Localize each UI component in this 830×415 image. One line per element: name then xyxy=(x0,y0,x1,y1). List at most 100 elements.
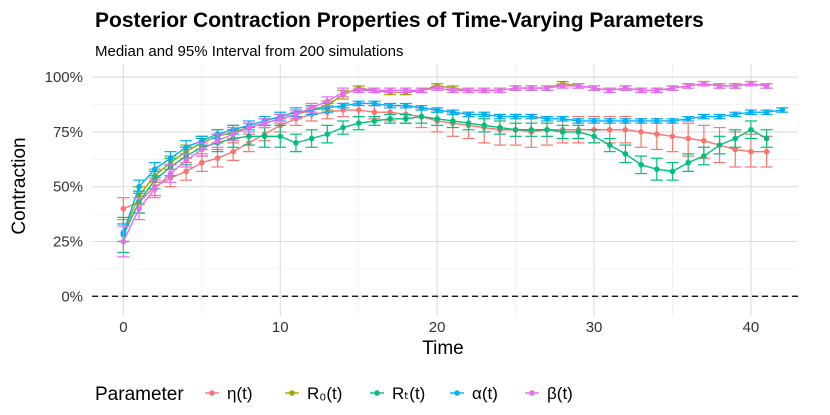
y-axis-title: Contraction xyxy=(9,137,30,234)
data-point xyxy=(701,153,707,159)
data-point xyxy=(183,168,189,175)
data-point xyxy=(465,87,472,94)
y-axis-ticks: 0% 25% 50% 75% 100% xyxy=(45,69,83,305)
data-point xyxy=(512,113,519,120)
y-tick-label: 75% xyxy=(53,124,83,141)
data-point xyxy=(324,98,331,105)
data-point xyxy=(199,159,205,166)
data-point xyxy=(481,122,488,129)
chart-title: Posterior Contraction Properties of Time… xyxy=(95,9,704,32)
data-point xyxy=(732,83,739,89)
data-point xyxy=(701,80,707,87)
data-point xyxy=(355,120,362,126)
data-point xyxy=(308,135,315,142)
data-point xyxy=(418,113,425,120)
data-point xyxy=(371,87,378,94)
chart-subtitle: Median and 95% Interval from 200 simulat… xyxy=(95,43,404,60)
data-point xyxy=(387,109,393,116)
data-point xyxy=(591,133,597,140)
data-point xyxy=(669,133,676,140)
data-point xyxy=(654,118,660,124)
series-group xyxy=(117,80,789,258)
data-point xyxy=(261,133,268,140)
legend-label: η(t) xyxy=(227,384,253,403)
data-point xyxy=(434,107,440,113)
data-point xyxy=(654,131,660,137)
data-point xyxy=(246,124,252,131)
data-point xyxy=(528,113,535,120)
data-point xyxy=(340,89,346,96)
data-point xyxy=(136,205,142,212)
y-tick-label: 100% xyxy=(45,69,83,86)
data-point xyxy=(606,118,613,124)
data-point xyxy=(669,118,676,124)
data-point xyxy=(465,120,472,126)
data-point xyxy=(465,111,472,118)
data-point xyxy=(434,85,440,91)
data-point xyxy=(559,83,566,89)
data-point xyxy=(308,105,315,111)
data-point xyxy=(120,238,127,245)
data-point xyxy=(387,87,393,94)
data-point xyxy=(701,113,707,120)
data-point xyxy=(261,120,268,126)
data-point xyxy=(293,111,299,118)
data-point xyxy=(544,115,550,122)
data-point xyxy=(183,144,189,151)
data-point xyxy=(136,183,142,190)
data-point xyxy=(151,186,158,192)
data-point xyxy=(512,85,519,91)
data-point xyxy=(167,155,174,162)
data-point xyxy=(402,102,409,109)
data-point xyxy=(340,107,346,113)
data-point xyxy=(544,126,550,133)
data-point xyxy=(654,87,660,94)
data-point xyxy=(355,87,362,94)
data-point xyxy=(669,85,676,91)
data-point xyxy=(716,142,723,148)
legend-key-point xyxy=(289,390,295,396)
data-point xyxy=(748,148,754,155)
data-point xyxy=(340,102,346,109)
data-point xyxy=(763,135,770,142)
x-axis-ticks: 0 10 20 30 40 xyxy=(119,319,759,336)
data-point xyxy=(199,137,205,144)
data-point xyxy=(638,118,644,124)
data-point xyxy=(606,87,613,94)
data-point xyxy=(685,83,691,89)
data-point xyxy=(324,131,331,137)
data-point xyxy=(418,87,425,94)
data-point xyxy=(732,135,739,142)
data-point xyxy=(638,162,644,168)
data-point xyxy=(591,85,597,91)
data-point xyxy=(763,83,770,89)
legend-key-point xyxy=(454,390,460,396)
data-point xyxy=(654,166,660,172)
data-point xyxy=(151,166,158,172)
data-point xyxy=(230,131,236,137)
legend-label: α(t) xyxy=(472,384,498,403)
data-point xyxy=(732,111,739,118)
data-point xyxy=(497,87,503,94)
data-point xyxy=(606,142,613,148)
y-tick-label: 25% xyxy=(53,233,83,250)
legend-label: β(t) xyxy=(547,384,573,403)
data-point xyxy=(450,109,456,116)
data-point xyxy=(434,115,440,122)
x-tick-label: 10 xyxy=(272,319,289,336)
data-point xyxy=(199,146,205,153)
data-point xyxy=(371,109,378,116)
data-point xyxy=(763,109,770,116)
data-point xyxy=(371,100,378,107)
data-point xyxy=(622,126,629,133)
legend-label: R₀(t) xyxy=(307,384,342,403)
data-point xyxy=(418,105,425,111)
data-point xyxy=(763,148,770,155)
legend-key-point xyxy=(209,390,215,396)
data-point xyxy=(779,107,786,113)
data-point xyxy=(732,146,739,153)
data-point xyxy=(701,137,707,144)
data-point xyxy=(277,115,284,122)
x-tick-label: 40 xyxy=(743,319,760,336)
data-point xyxy=(120,205,127,212)
